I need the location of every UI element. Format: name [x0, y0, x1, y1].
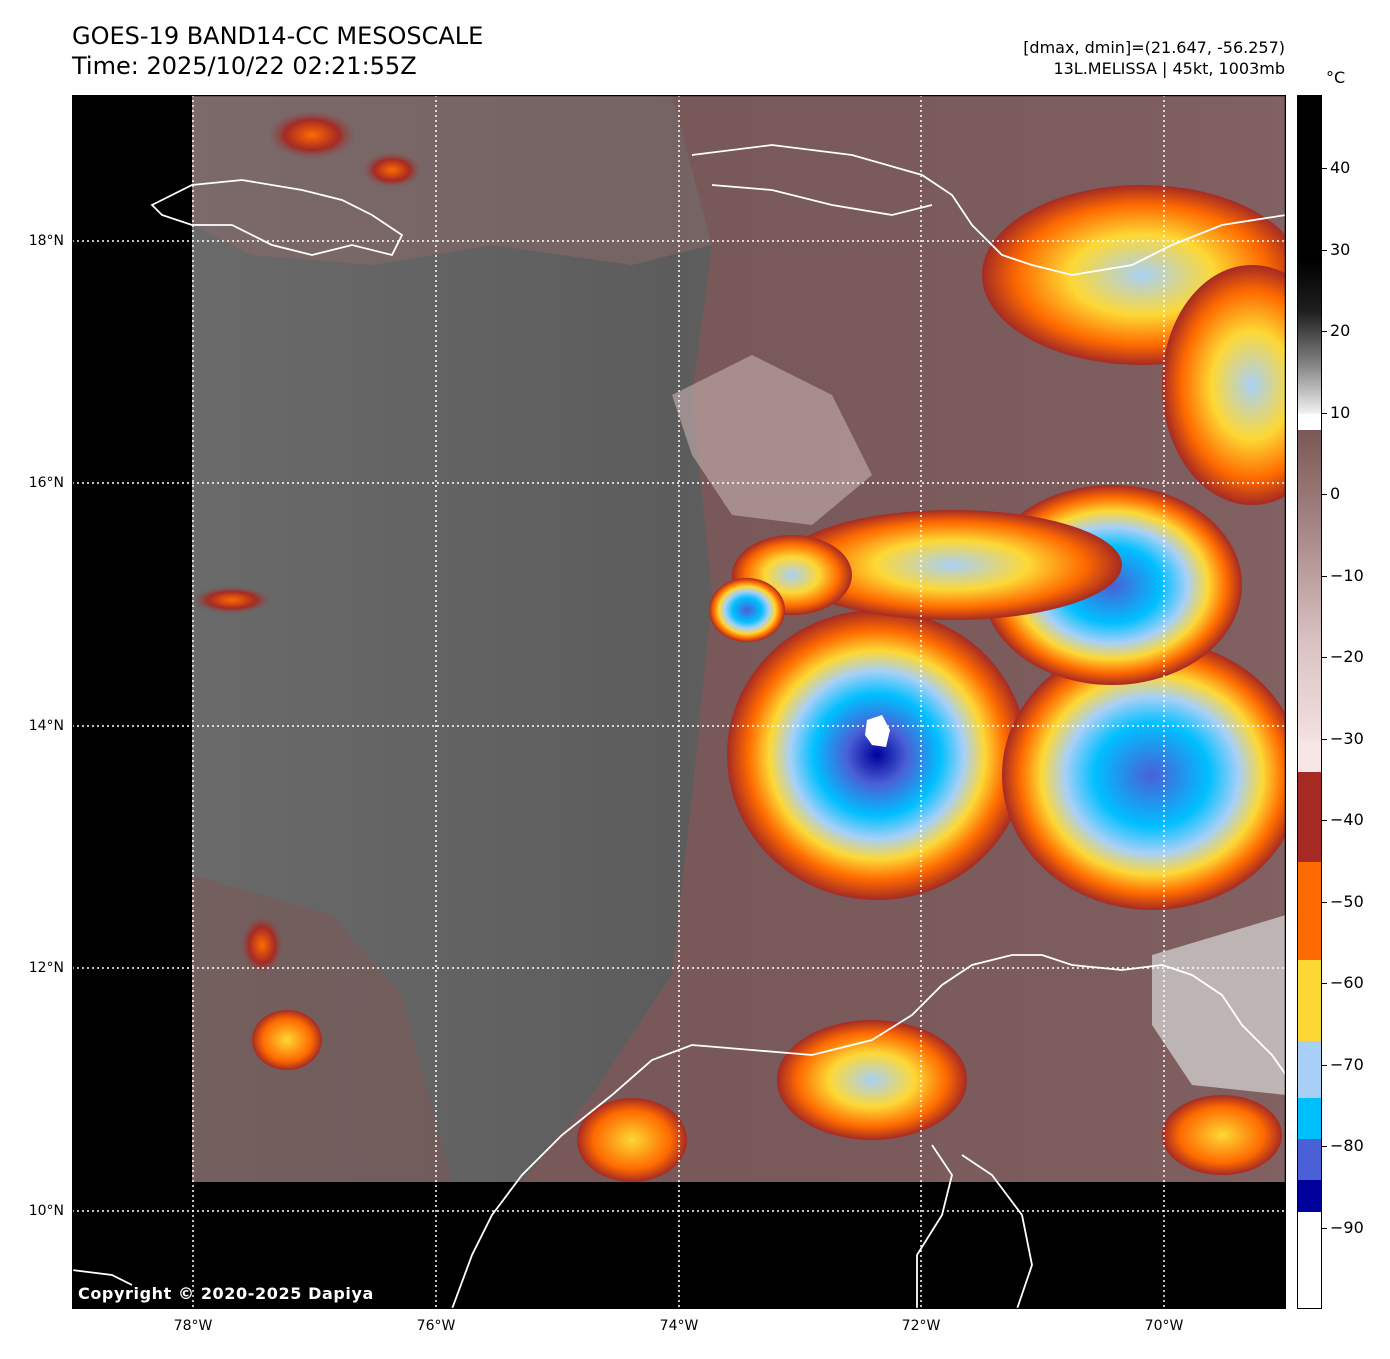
colorbar-tick-label: −40 [1330, 810, 1364, 830]
colorbar-tick [1322, 901, 1327, 903]
colorbar-segment [1298, 1138, 1321, 1181]
colombia-coast [451, 954, 1163, 1309]
value-range-text: [dmax, dmin]=(21.647, -56.257) [1023, 38, 1285, 57]
colorbar-tick [1322, 820, 1327, 822]
lon-label-78w: 78°W [173, 1318, 213, 1334]
colorbar-segment [1298, 96, 1321, 260]
colorbar-tick-label: −80 [1330, 1136, 1364, 1156]
colorbar-segment [1298, 772, 1321, 863]
colorbar-tick [1322, 1146, 1327, 1148]
colorbar-tick [1322, 983, 1327, 985]
colorbar-tick [1322, 1227, 1327, 1229]
coastlines [72, 144, 1286, 1309]
colorbar-tick-label: −50 [1330, 891, 1364, 911]
colorbar-tick [1322, 1064, 1327, 1066]
product-title: GOES-19 BAND14-CC MESOSCALE [72, 22, 484, 50]
colorbar-segment [1298, 861, 1321, 961]
convective-core-main [727, 610, 1027, 900]
storm-info-text: 13L.MELISSA | 45kt, 1003mb [1053, 59, 1285, 78]
guajira-coast [1161, 964, 1286, 1076]
colorbar-tick [1322, 412, 1327, 414]
convective-cell-west [709, 578, 785, 642]
lat-label-16n: 16°N [28, 475, 64, 491]
observation-time: Time: 2025/10/22 02:21:55Z [72, 52, 417, 80]
colorbar-tick-label: 40 [1330, 158, 1351, 178]
colorbar-unit: °C [1326, 68, 1346, 87]
colorbar-segment [1298, 258, 1321, 415]
colorbar-tick [1322, 249, 1327, 251]
colorbar-tick-label: −30 [1330, 728, 1364, 748]
colorbar-segment [1298, 1041, 1321, 1099]
colorbar-tick-label: 30 [1330, 239, 1351, 259]
colorbar-tick-label: −60 [1330, 973, 1364, 993]
small-cell-north-2 [362, 152, 422, 188]
colorbar-tick [1322, 738, 1327, 740]
colorbar-tick-label: 10 [1330, 402, 1351, 422]
lon-label-76w: 76°W [416, 1318, 456, 1334]
jamaica-coast [150, 179, 404, 257]
convective-band-top-right [1162, 265, 1286, 505]
convective-cell-southwest [252, 1010, 322, 1070]
colorbar-tick-label: −20 [1330, 647, 1364, 667]
colorbar-tick-label: −70 [1330, 1054, 1364, 1074]
colorbar-segment [1298, 1212, 1321, 1308]
lat-label-14n: 14°N [28, 718, 64, 734]
colorbar-segment [1298, 739, 1321, 773]
hispaniola-south-coast [711, 184, 933, 216]
copyright-notice: Copyright © 2020-2025 Dapiya [78, 1284, 374, 1303]
colorbar-segment [1298, 430, 1321, 741]
convective-band-north [782, 510, 1122, 620]
maracaibo-basin [961, 1154, 1033, 1309]
convective-core-east [1002, 640, 1286, 910]
convective-cell-coast [577, 1098, 687, 1182]
overshooting-top [865, 715, 890, 747]
lat-label-18n: 18°N [28, 233, 64, 249]
hispaniola-coast [691, 144, 1286, 276]
colorbar-segment [1298, 1179, 1321, 1213]
satellite-map [72, 95, 1286, 1309]
colorbar-tick-label: 0 [1330, 484, 1341, 504]
lon-label-72w: 72°W [901, 1318, 941, 1334]
convective-cell-southeast [1162, 1095, 1282, 1175]
map-frame [72, 95, 1286, 1309]
lon-label-74w: 74°W [659, 1318, 699, 1334]
colorbar-segment [1298, 959, 1321, 1042]
colorbar-segment [1298, 413, 1321, 431]
small-cell-west-2 [240, 915, 284, 975]
colorbar-tick-label: 20 [1330, 321, 1351, 341]
lon-label-70w: 70°W [1144, 1318, 1184, 1334]
venezuela-gulf-coast [916, 1144, 953, 1309]
temperature-colorbar [1297, 95, 1322, 1309]
colorbar-tick [1322, 168, 1327, 170]
thin-cirrus-southeast [1152, 915, 1286, 1095]
convective-cluster-south [777, 1020, 967, 1140]
colorbar-tick [1322, 494, 1327, 496]
lat-label-12n: 12°N [28, 960, 64, 976]
colorbar-tick-label: −90 [1330, 1217, 1364, 1237]
colorbar-tick-label: −10 [1330, 565, 1364, 585]
small-cell-west-1 [192, 586, 272, 614]
colorbar-tick [1322, 575, 1327, 577]
panama-coast [72, 1269, 133, 1286]
cloud-region-north [192, 95, 712, 265]
colorbar-segment [1298, 1098, 1321, 1140]
colorbar-tick [1322, 657, 1327, 659]
small-cell-north [267, 110, 357, 160]
graticule [72, 95, 1286, 1309]
lat-label-10n: 10°N [28, 1203, 64, 1219]
colorbar-tick [1322, 331, 1327, 333]
